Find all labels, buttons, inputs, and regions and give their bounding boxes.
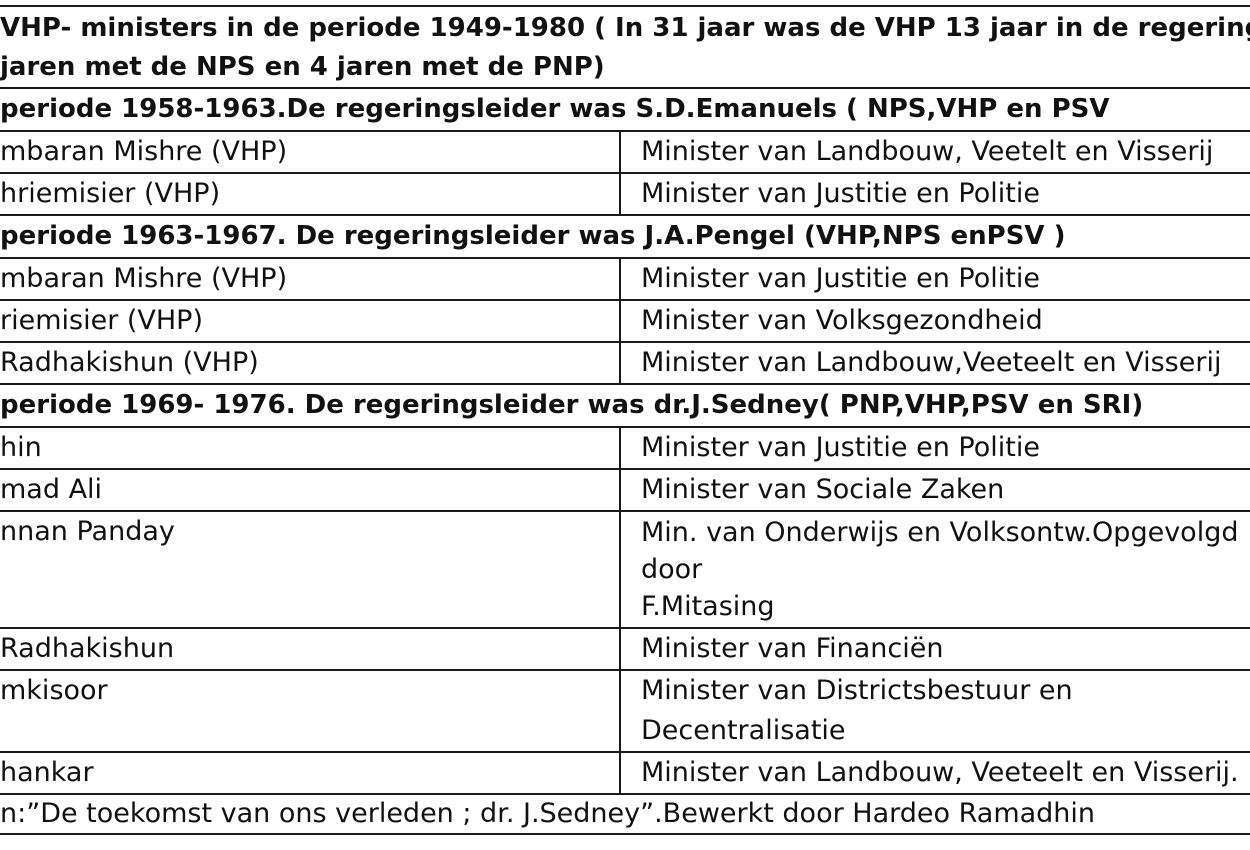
minister-name: hriemisier (VHP) bbox=[0, 172, 621, 216]
minister-role: Minister van Financiën bbox=[619, 627, 1250, 671]
source-note: n:”De toekomst van ons verleden ; dr. J.… bbox=[0, 793, 1250, 835]
minister-name: riemisier (VHP) bbox=[0, 299, 621, 343]
header-line-1: VHP- ministers in de periode 1949-1980 (… bbox=[0, 13, 1250, 43]
table-row: nnan Panday Min. van Onderwijs en Volkso… bbox=[0, 510, 1250, 629]
minister-name: Radhakishun (VHP) bbox=[0, 341, 621, 385]
minister-name: mkisoor bbox=[0, 669, 621, 753]
minister-name: nnan Panday bbox=[0, 510, 621, 629]
period-title: periode 1969- 1976. De regeringsleider w… bbox=[0, 383, 1250, 428]
minister-role: Minister van Justitie en Politie bbox=[619, 426, 1250, 470]
table-row: mkisoor Minister van Districtsbestuur en… bbox=[0, 669, 1250, 753]
table-row: mbaran Mishre (VHP) Minister van Landbou… bbox=[0, 130, 1250, 174]
header-line-2: jaren met de NPS en 4 jaren met de PNP) bbox=[0, 52, 605, 82]
period-row-1969-1976: periode 1969- 1976. De regeringsleider w… bbox=[0, 383, 1250, 428]
period-title: periode 1963-1967. De regeringsleider wa… bbox=[0, 214, 1250, 259]
minister-role: Minister van Districtsbestuur en Decentr… bbox=[619, 669, 1250, 753]
minister-role: Minister van Landbouw, Veeteelt en Visse… bbox=[619, 751, 1250, 795]
minister-role: Minister van Volksgezondheid bbox=[619, 299, 1250, 343]
minister-role: Min. van Onderwijs en Volksontw.Opgevolg… bbox=[619, 510, 1250, 629]
vhp-ministers-table: VHP- ministers in de periode 1949-1980 (… bbox=[0, 5, 1250, 835]
minister-role: Minister van Justitie en Politie bbox=[619, 257, 1250, 301]
period-title: periode 1958-1963.De regeringsleider was… bbox=[0, 87, 1250, 132]
table-row: mbaran Mishre (VHP) Minister van Justiti… bbox=[0, 257, 1250, 301]
minister-name: hankar bbox=[0, 751, 621, 795]
minister-role: Minister van Landbouw,Veeteelt en Visser… bbox=[619, 341, 1250, 385]
minister-role-line-1: Min. van Onderwijs en Volksontw.Opgevolg… bbox=[641, 517, 1239, 585]
minister-role-line-2: F.Mitasing bbox=[641, 591, 775, 622]
minister-name: Radhakishun bbox=[0, 627, 621, 671]
table-row: hankar Minister van Landbouw, Veeteelt e… bbox=[0, 751, 1250, 795]
source-row: n:”De toekomst van ons verleden ; dr. J.… bbox=[0, 793, 1250, 835]
minister-name: mbaran Mishre (VHP) bbox=[0, 257, 621, 301]
period-row-1958-1963: periode 1958-1963.De regeringsleider was… bbox=[0, 87, 1250, 132]
minister-role: Minister van Landbouw, Veetelt en Visser… bbox=[619, 130, 1250, 174]
table-row: riemisier (VHP) Minister van Volksgezond… bbox=[0, 299, 1250, 343]
table-header-cell: VHP- ministers in de periode 1949-1980 (… bbox=[0, 5, 1250, 89]
table-header-row: VHP- ministers in de periode 1949-1980 (… bbox=[0, 5, 1250, 89]
period-row-1963-1967: periode 1963-1967. De regeringsleider wa… bbox=[0, 214, 1250, 259]
minister-name: mad Ali bbox=[0, 468, 621, 512]
table-row: Radhakishun Minister van Financiën bbox=[0, 627, 1250, 671]
table-row: mad Ali Minister van Sociale Zaken bbox=[0, 468, 1250, 512]
minister-role: Minister van Justitie en Politie bbox=[619, 172, 1250, 216]
minister-name: mbaran Mishre (VHP) bbox=[0, 130, 621, 174]
table-row: hriemisier (VHP) Minister van Justitie e… bbox=[0, 172, 1250, 216]
minister-name: hin bbox=[0, 426, 621, 470]
table-row: hin Minister van Justitie en Politie bbox=[0, 426, 1250, 470]
minister-role: Minister van Sociale Zaken bbox=[619, 468, 1250, 512]
table-row: Radhakishun (VHP) Minister van Landbouw,… bbox=[0, 341, 1250, 385]
